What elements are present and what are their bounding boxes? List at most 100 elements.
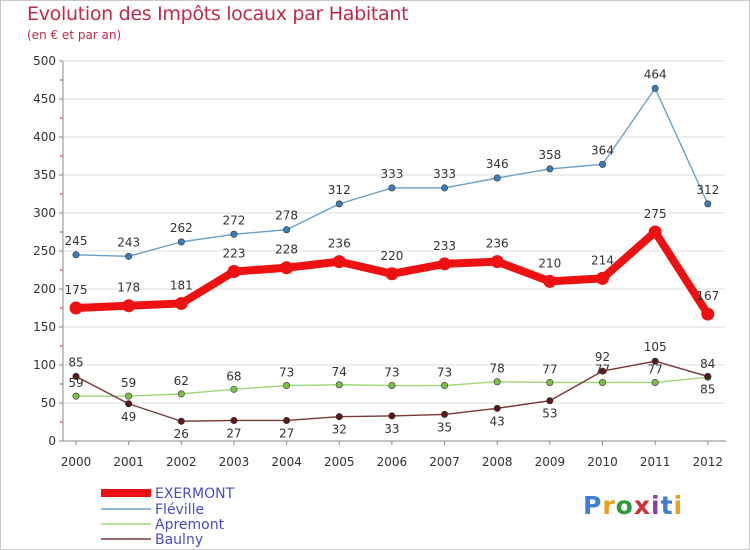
data-point: [598, 378, 606, 386]
data-point: [490, 255, 504, 269]
data-point: [546, 378, 554, 386]
data-label: 278: [275, 209, 298, 223]
data-point: [441, 184, 449, 192]
x-tick-label: 2004: [271, 455, 302, 469]
x-tick-label: 2002: [166, 455, 197, 469]
y-tick-label: 100: [33, 358, 56, 372]
data-point: [651, 378, 659, 386]
data-point: [546, 165, 554, 173]
data-point: [493, 378, 501, 386]
data-point: [493, 404, 501, 412]
data-point: [227, 265, 241, 279]
x-tick-label: 2008: [482, 455, 513, 469]
data-point: [388, 412, 396, 420]
data-label: 464: [644, 67, 667, 81]
data-point: [651, 84, 659, 92]
data-label: 210: [538, 256, 561, 270]
y-tick-label: 200: [33, 282, 56, 296]
data-point: [230, 230, 238, 238]
data-label: 245: [65, 234, 88, 248]
data-label: 53: [542, 407, 557, 421]
data-point: [283, 226, 291, 234]
data-label: 272: [222, 213, 245, 227]
data-point: [701, 307, 715, 321]
data-point: [177, 390, 185, 398]
logo-letter: x: [633, 491, 651, 520]
data-label: 233: [433, 239, 456, 253]
y-tick-label: 350: [33, 168, 56, 182]
x-tick-label: 2007: [429, 455, 460, 469]
data-label: 33: [384, 422, 399, 436]
data-label: 74: [332, 365, 347, 379]
data-point: [543, 274, 557, 288]
data-point: [69, 301, 83, 315]
data-label: 275: [644, 207, 667, 221]
y-tick-label: 0: [48, 434, 56, 448]
data-point: [122, 299, 136, 313]
data-point: [651, 357, 659, 365]
data-point: [230, 416, 238, 424]
y-tick-label: 250: [33, 244, 56, 258]
data-label: 73: [384, 366, 399, 380]
data-point: [174, 296, 188, 310]
data-point: [335, 200, 343, 208]
data-label: 333: [433, 167, 456, 181]
data-point: [332, 255, 346, 269]
data-point: [546, 397, 554, 405]
data-label: 73: [279, 366, 294, 380]
data-label: 175: [65, 283, 88, 297]
data-label: 236: [486, 237, 509, 251]
data-point: [72, 372, 80, 380]
data-label: 68: [226, 369, 241, 383]
y-tick-label: 150: [33, 320, 56, 334]
data-point: [280, 261, 294, 275]
logo-letter: o: [615, 491, 634, 520]
data-point: [125, 252, 133, 260]
data-label: 262: [170, 221, 193, 235]
y-tick-label: 400: [33, 130, 56, 144]
data-label: 26: [174, 427, 189, 441]
y-tick-label: 450: [33, 92, 56, 106]
data-point: [335, 413, 343, 421]
data-point: [493, 174, 501, 182]
data-point: [598, 367, 606, 375]
data-label: 346: [486, 157, 509, 171]
logo-letter: r: [602, 491, 616, 520]
data-label: 228: [275, 243, 298, 257]
data-label: 73: [437, 366, 452, 380]
data-point: [125, 400, 133, 408]
data-label: 77: [542, 362, 557, 376]
logo-letter: t: [660, 491, 674, 520]
data-point: [177, 238, 185, 246]
data-point: [385, 267, 399, 281]
data-label: 43: [490, 414, 505, 428]
x-tick-label: 2001: [113, 455, 144, 469]
legend-label: Fléville: [155, 502, 204, 518]
data-point: [441, 410, 449, 418]
data-label: 62: [174, 374, 189, 388]
data-label: 59: [68, 376, 83, 390]
data-label: 214: [591, 253, 614, 267]
data-point: [72, 392, 80, 400]
data-label: 78: [490, 362, 505, 376]
x-tick-label: 2000: [61, 455, 92, 469]
data-label: 178: [117, 281, 140, 295]
data-point: [335, 381, 343, 389]
data-point: [704, 372, 712, 380]
chart-subtitle: (en € et par an): [27, 28, 122, 42]
data-label: 312: [328, 183, 351, 197]
data-point: [648, 225, 662, 239]
x-tick-label: 2005: [324, 455, 355, 469]
data-label: 59: [121, 376, 136, 390]
data-label: 77: [648, 362, 663, 376]
data-label: 27: [279, 426, 294, 440]
proxiti-logo: Proxiti: [583, 491, 683, 520]
data-label: 85: [700, 382, 715, 396]
chart-title: Evolution des Impôts locaux par Habitant: [27, 3, 409, 25]
data-label: 85: [68, 355, 83, 369]
legend-label: Baulny: [155, 532, 203, 548]
data-point: [388, 184, 396, 192]
data-point: [388, 382, 396, 390]
data-point: [441, 382, 449, 390]
